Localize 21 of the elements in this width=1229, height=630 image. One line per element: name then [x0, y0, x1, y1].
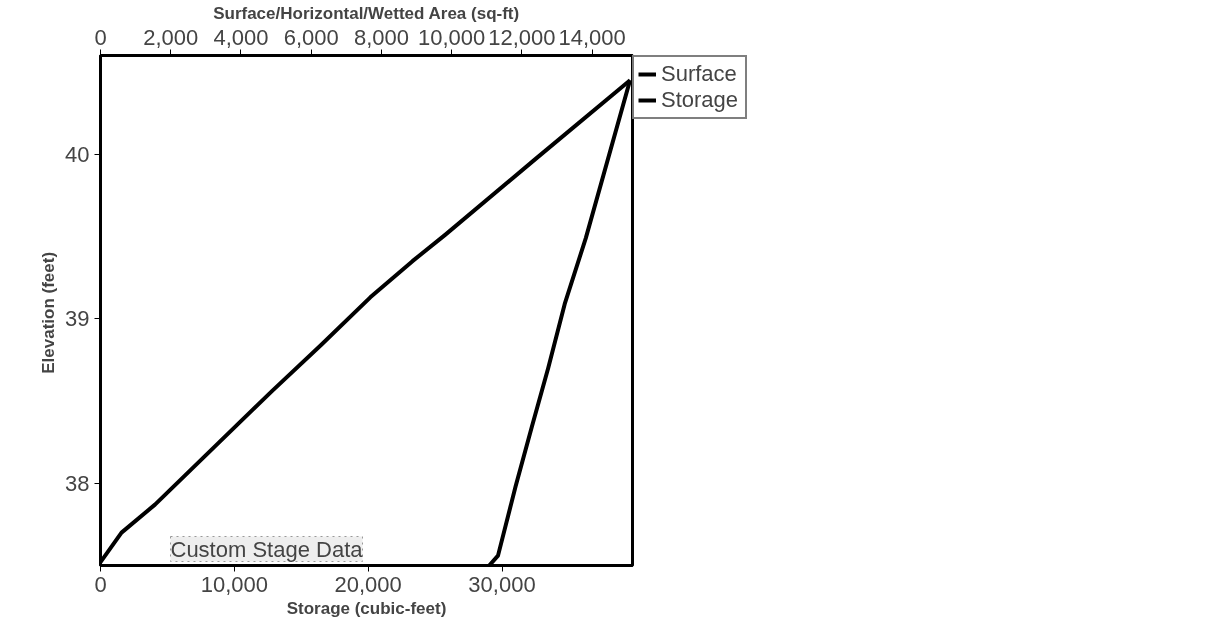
- x-tick-label: 20,000: [334, 571, 402, 597]
- x-tick-label: 0: [94, 571, 107, 597]
- x2-tick-label: 12,000: [488, 24, 556, 50]
- y-tick-label: 40: [65, 141, 90, 167]
- y-axis-title: Elevation (feet): [39, 251, 59, 374]
- x2-tick-label: 10,000: [418, 24, 486, 50]
- x2-tick-label: 2,000: [143, 24, 199, 50]
- x-tick-label: 30,000: [468, 571, 536, 597]
- x2-tick-label: 0: [94, 24, 107, 50]
- x2-axis-title: Surface/Horizontal/Wetted Area (sq-ft): [213, 3, 520, 23]
- x2-tick-label: 8,000: [353, 24, 409, 50]
- x2-tick-label: 6,000: [283, 24, 339, 50]
- x-axis-title: Storage (cubic-feet): [286, 598, 447, 618]
- x2-tick-label: 14,000: [558, 24, 626, 50]
- x2-tick-label: 4,000: [213, 24, 269, 50]
- y-tick-label: 38: [65, 470, 90, 496]
- y-tick-label: 39: [65, 306, 90, 332]
- legend-label: Surface: [661, 61, 738, 87]
- annotation: Custom Stage Data: [170, 536, 364, 562]
- legend-label: Storage: [661, 87, 740, 113]
- x-tick-label: 10,000: [200, 571, 268, 597]
